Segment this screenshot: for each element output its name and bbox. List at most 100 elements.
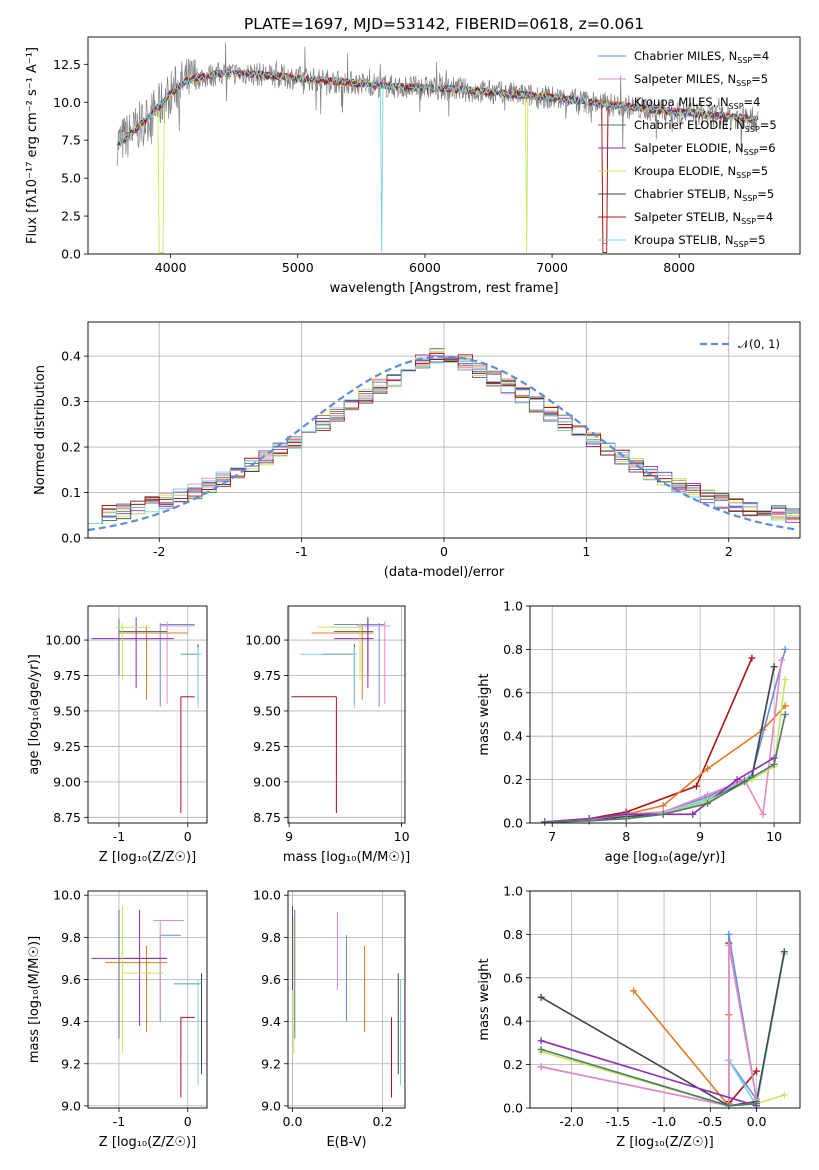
- mass-weight-line: [544, 714, 786, 824]
- y-tick-label: 10.0: [253, 888, 281, 903]
- legend-label: Chabrier STELIB, NSSP=5: [634, 187, 774, 203]
- y-tick-label: 0.0: [61, 531, 81, 546]
- y-tick-label: 10.0: [53, 95, 81, 110]
- mass-weight-line: [544, 660, 783, 823]
- y-tick-label: 1.0: [503, 599, 523, 614]
- x-tick-label: 0.0: [283, 1114, 303, 1129]
- y-tick-label: 7.5: [61, 133, 81, 148]
- mass-weight-point: [692, 782, 700, 790]
- plot-area: [91, 905, 202, 1098]
- y-tick-label: 9.75: [53, 668, 81, 683]
- x-tick-label: 0: [184, 1114, 192, 1129]
- y-axis-label: mass weight: [477, 673, 492, 755]
- mass-weight-line: [544, 666, 775, 823]
- y-tick-label: 5.0: [61, 171, 81, 186]
- y-tick-label: 9.4: [261, 1014, 281, 1029]
- x-tick-label: 10: [394, 829, 410, 844]
- mass-weight-point: [781, 702, 789, 710]
- x-tick-label: -2: [153, 544, 165, 559]
- residual-histogram-line: [88, 361, 800, 524]
- x-tick-label: -1: [113, 1114, 125, 1129]
- mass-weight-point: [537, 993, 545, 1001]
- mass-weight-point: [537, 1045, 545, 1053]
- mass-weight-point: [759, 810, 767, 818]
- mass-weight-point: [741, 778, 749, 786]
- plot-area: [537, 930, 788, 1110]
- mass-weight-point: [781, 676, 789, 684]
- y-tick-label: 9.00: [253, 774, 281, 789]
- y-tick-label: 1.0: [503, 884, 523, 899]
- mass-weight-line: [544, 666, 775, 823]
- x-tick-label: 6000: [409, 260, 441, 275]
- x-axis-label: Z [log₁₀(Z/Z☉)]: [99, 850, 196, 865]
- mass-weight-line: [540, 934, 758, 1107]
- mass-weight-point: [659, 802, 667, 810]
- x-tick-label: -1.5: [606, 1114, 630, 1129]
- legend-label: Salpeter STELIB, NSSP=4: [634, 210, 773, 226]
- y-axis-label: age [log₁₀(age/yr)]: [27, 654, 42, 775]
- axes-frame: [87, 36, 801, 255]
- mass-weight-point: [537, 1037, 545, 1045]
- x-tick-label: 10: [766, 829, 782, 844]
- legend-label: Chabrier MILES, NSSP=4: [634, 49, 769, 65]
- mass-weight-point: [781, 711, 789, 718]
- mass-weight-line: [544, 705, 786, 823]
- mass-weight-point: [541, 818, 549, 826]
- legend-label: Kroupa STELIB, NSSP=5: [634, 233, 765, 249]
- y-tick-label: 9.0: [61, 1098, 81, 1113]
- axes-frame: [529, 890, 801, 1109]
- x-axis-label: Z [log₁₀(Z/Z☉)]: [99, 1135, 196, 1150]
- y-tick-label: 0.1: [61, 485, 81, 500]
- y-tick-label: 10.00: [245, 633, 281, 648]
- y-tick-label: 9.25: [53, 739, 81, 754]
- x-tick-label: 9: [285, 829, 293, 844]
- mass-weight-point: [778, 656, 786, 664]
- y-tick-label: 9.4: [61, 1014, 81, 1029]
- plot-area: [91, 617, 202, 814]
- mass-weight-point: [622, 815, 630, 823]
- mass-weight-point: [781, 645, 789, 653]
- x-tick-label: -1: [295, 544, 307, 559]
- y-tick-label: 9.25: [253, 739, 281, 754]
- y-axis-label: Normed distribution: [33, 365, 48, 495]
- x-axis-label: Z [log₁₀(Z/Z☉)]: [616, 1135, 713, 1150]
- mass-weight-point: [537, 1063, 545, 1071]
- mass-weight-point: [704, 765, 712, 773]
- y-tick-label: 0.8: [503, 642, 523, 657]
- y-tick-label: 9.8: [261, 930, 281, 945]
- y-tick-label: 9.2: [261, 1056, 281, 1071]
- mass-weight-point: [733, 776, 741, 784]
- x-tick-label: 7000: [536, 260, 568, 275]
- y-tick-label: 0.0: [61, 247, 81, 262]
- y-tick-label: 9.00: [53, 774, 81, 789]
- y-tick-label: 0.0: [503, 816, 523, 831]
- mass-weight-line: [540, 1039, 757, 1107]
- y-tick-label: 0.0: [503, 1101, 523, 1116]
- plot-area: [116, 42, 759, 253]
- mass-weight-point: [770, 663, 778, 671]
- y-tick-label: 12.5: [53, 57, 81, 72]
- mass-weight-vs-metallicity-panel: -2.0 -1.5 -1.0 -0.5 0.0 0.0 0.2 0.4 0.6 0.8 1.0 Z […: [477, 884, 801, 1150]
- axes-frame: [87, 321, 801, 539]
- mass-weight-point: [753, 1100, 761, 1108]
- mass-weight-point: [659, 810, 667, 818]
- y-axis-label: Flux [fλ10⁻¹⁷ erg cm⁻² s⁻¹ A⁻¹]: [25, 47, 40, 244]
- y-tick-label: 0.2: [61, 440, 81, 455]
- x-tick-label: 0.0: [747, 1114, 767, 1129]
- y-tick-label: 10.0: [53, 888, 81, 903]
- mass-weight-point: [770, 760, 778, 768]
- y-tick-label: 0.4: [61, 349, 81, 364]
- x-tick-label: 0: [440, 544, 448, 559]
- spectrum-panel: 4000 5000 6000 7000 8000 0.0 2.5 5.0 7.5 10.0 12.5…: [25, 15, 801, 296]
- y-tick-label: 9.2: [61, 1056, 81, 1071]
- plot-area: [541, 645, 789, 826]
- x-axis-label: (data-model)/error: [384, 565, 505, 580]
- legend-label: Salpeter MILES, NSSP=5: [634, 72, 768, 88]
- axes-frame: [287, 890, 406, 1109]
- y-tick-label: 9.50: [253, 703, 281, 718]
- x-tick-label: 8: [622, 829, 630, 844]
- normal-reference-curve: [87, 355, 798, 532]
- mass-weight-line: [540, 945, 758, 1107]
- y-tick-label: 10.00: [45, 633, 81, 648]
